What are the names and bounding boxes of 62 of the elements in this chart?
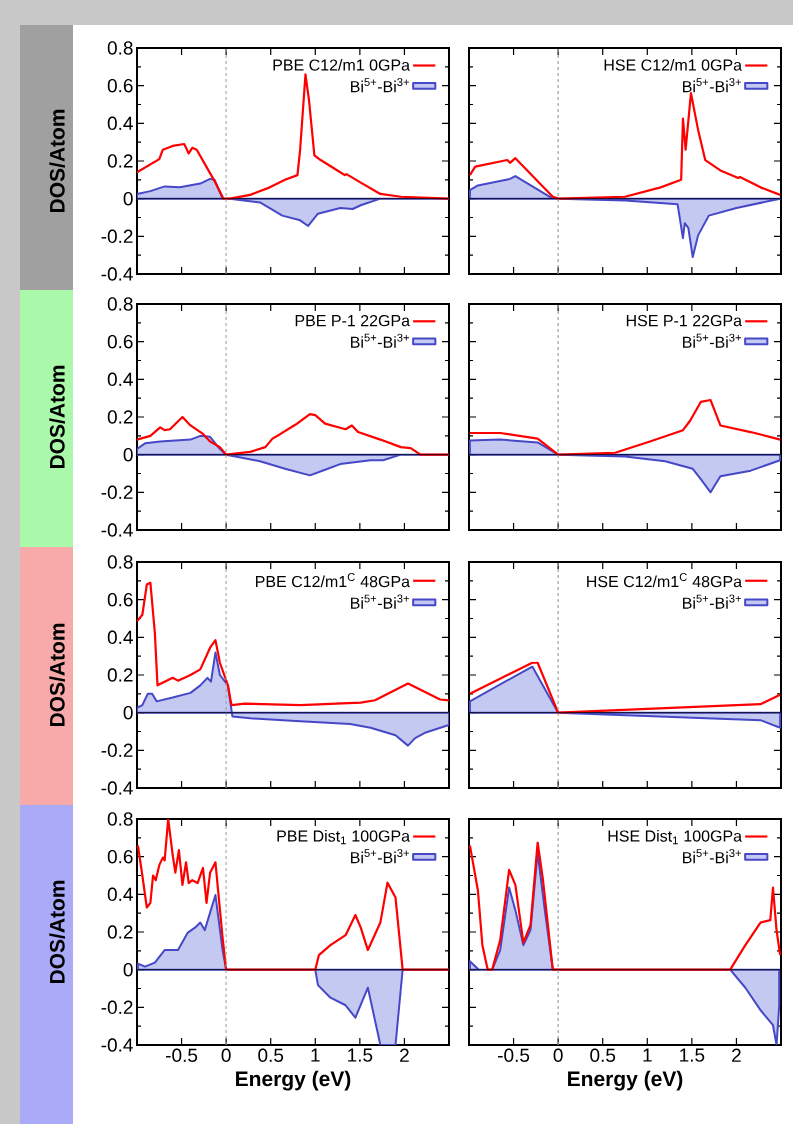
y-tick-label: -0.2	[101, 485, 133, 500]
y-tick-label: -0.4	[101, 781, 133, 795]
legend-label: PBE P-1 22GPa	[295, 314, 411, 327]
legend-label: HSE P-1 22GPa	[626, 314, 743, 327]
y-axis-title: DOS/Atom	[49, 365, 65, 469]
y-tick-label: 0.2	[107, 410, 133, 424]
y-axis-title: DOS/Atom	[49, 109, 65, 213]
y-tick-label: 0.6	[107, 592, 133, 607]
legend-label: Bi$^{5+}$-Bi$^{3+}$	[683, 78, 741, 93]
legend-label: Bi$^{5+}$-Bi$^{3+}$	[351, 594, 409, 609]
y-tick-label: 0.6	[107, 78, 133, 93]
legend-label: PBE C12/m1$^{C}$ 48GPa	[256, 572, 411, 588]
y-tick-label: -0.4	[101, 267, 133, 281]
legend-label: Bi$^{5+}$-Bi$^{3+}$	[683, 333, 741, 348]
y-tick-label: -0.4	[101, 523, 133, 537]
y-tick-label: 0	[123, 705, 133, 720]
y-axis-title: DOS/Atom	[49, 623, 65, 727]
x-tick-label: -0.5	[498, 1048, 530, 1062]
y-tick-label: 0.2	[107, 668, 133, 682]
x-tick-label: 1	[311, 1048, 320, 1062]
x-tick-label: 1	[643, 1048, 652, 1062]
y-tick-label: 0.4	[107, 372, 133, 387]
y-tick-label: 0.4	[107, 116, 133, 131]
y-tick-label: 0.4	[107, 887, 133, 902]
legend-label: HSE C12/m1 0GPa	[604, 58, 743, 71]
y-tick-label: 0	[123, 191, 133, 206]
y-axis-title: DOS/Atom	[49, 880, 65, 984]
y-tick-label: -0.4	[101, 1038, 133, 1052]
x-tick-label: 2	[732, 1048, 741, 1062]
y-tick-label: 0.8	[107, 41, 133, 55]
x-tick-label: 1.5	[348, 1048, 373, 1062]
y-tick-label: -0.2	[101, 1000, 133, 1015]
y-tick-label: 0.2	[107, 925, 133, 939]
legend-label: Bi$^{5+}$-Bi$^{3+}$	[351, 333, 409, 348]
legend-label: PBE C12/m1 0GPa	[273, 58, 411, 71]
x-axis-title: Energy (eV)	[236, 1070, 351, 1091]
legend-label: Bi$^{5+}$-Bi$^{3+}$	[683, 594, 741, 609]
x-tick-label: -0.5	[166, 1048, 198, 1062]
y-tick-label: 0	[123, 962, 133, 977]
y-tick-label: 0.6	[107, 849, 133, 864]
x-axis-title: Energy (eV)	[568, 1070, 683, 1091]
y-tick-label: -0.2	[101, 743, 133, 758]
y-tick-label: 0.8	[107, 812, 133, 826]
legend-label: Bi$^{5+}$-Bi$^{3+}$	[351, 78, 409, 93]
legend-label: Bi$^{5+}$-Bi$^{3+}$	[683, 849, 741, 864]
y-tick-label: 0.6	[107, 334, 133, 349]
x-tick-label: 0	[553, 1048, 563, 1062]
y-tick-label: -0.2	[101, 229, 133, 244]
x-tick-label: 0.5	[590, 1048, 616, 1062]
y-tick-label: 0.8	[107, 555, 133, 569]
x-tick-label: 0.5	[258, 1048, 284, 1062]
x-tick-label: 2	[400, 1048, 409, 1062]
y-tick-label: 0.4	[107, 630, 133, 645]
x-tick-label: 0	[221, 1048, 231, 1062]
y-tick-label: 0.8	[107, 297, 133, 311]
y-tick-label: 0.2	[107, 154, 133, 168]
legend-label: HSE Dist$_{1}$ 100GPa	[608, 829, 743, 845]
legend-label: PBE Dist$_{1}$ 100GPa	[277, 829, 411, 845]
x-tick-label: 1.5	[680, 1048, 705, 1062]
legend-label: Bi$^{5+}$-Bi$^{3+}$	[351, 849, 409, 864]
legend-label: HSE C12/m1$^{C}$ 48GPa	[587, 572, 743, 588]
y-tick-label: 0	[123, 447, 133, 462]
